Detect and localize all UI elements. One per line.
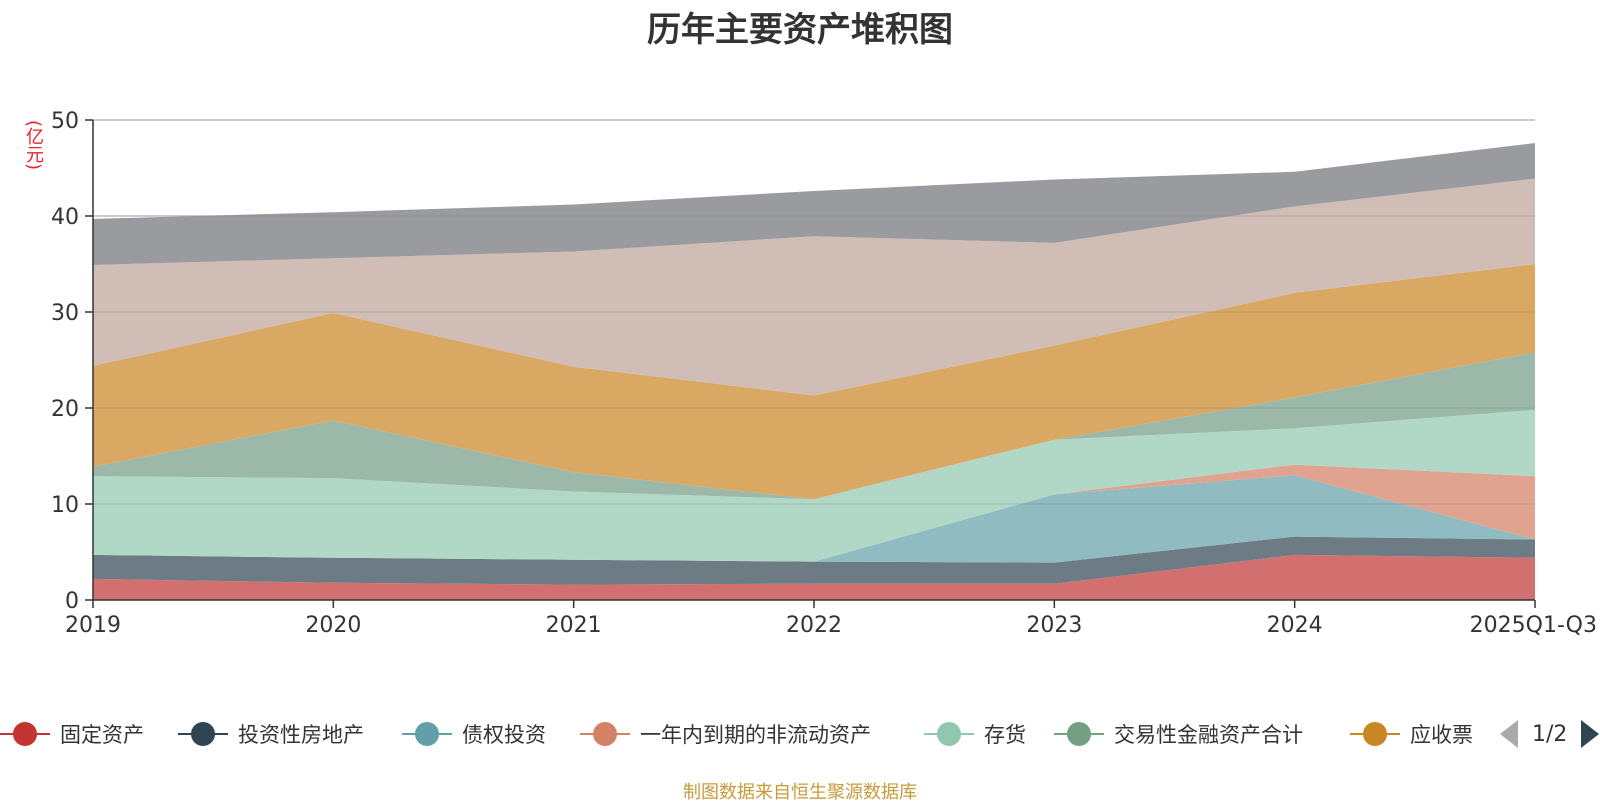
area-固定资产 [93, 554, 1535, 600]
legend-item-notes-receivable[interactable]: 应收票 [1350, 714, 1473, 754]
legend-item-fixed-assets[interactable]: 固定资产 [0, 714, 144, 754]
area-投资性房地产 [93, 536, 1535, 585]
area-存货 [93, 409, 1535, 562]
data-source-note: 制图数据来自恒生聚源数据库 [683, 782, 917, 803]
legend-marker-icon [0, 719, 50, 749]
legend-item-trading-financial-assets[interactable]: 交易性金融资产合计 [1054, 714, 1303, 754]
x-tick-label: 2021 [546, 613, 602, 638]
chart-title: 历年主要资产堆积图 [647, 10, 953, 50]
y-tick-label: 10 [51, 493, 79, 518]
y-axis-unit: (亿元) [23, 120, 44, 171]
area-应收票据 [93, 264, 1535, 500]
legend-item-investment-property[interactable]: 投资性房地产 [178, 714, 364, 754]
legend-marker-icon [924, 719, 974, 749]
chart-plot: 0 10 20 30 40 50 2019 2020 2021 2022 2023 2024 2025Q… [51, 109, 1597, 638]
y-tick-label: 20 [51, 397, 79, 422]
legend-label: 交易性金融资产合计 [1114, 723, 1303, 747]
legend-marker-icon [402, 719, 452, 749]
x-tick-label: 2023 [1026, 613, 1082, 638]
y-tick-label: 0 [65, 589, 79, 614]
legend-label: 投资性房地产 [238, 723, 364, 747]
legend-marker-icon [580, 719, 630, 749]
next-page-icon[interactable] [1581, 720, 1600, 748]
prev-page-icon[interactable] [1500, 720, 1518, 748]
legend-item-debt-investment[interactable]: 债权投资 [402, 714, 546, 754]
area-series [93, 143, 1535, 600]
y-tick-label: 40 [51, 205, 79, 230]
legend-item-inventory[interactable]: 存货 [924, 714, 1026, 754]
legend-marker-icon [1350, 719, 1400, 749]
x-tick-label: 2019 [65, 613, 121, 638]
area-其他资产 [93, 178, 1535, 396]
x-tick-label: 2022 [786, 613, 842, 638]
area-一年内到期的非流动资产 [93, 464, 1535, 562]
legend-label: 一年内到期的非流动资产 [640, 723, 871, 747]
legend-page-indicator: 1/2 [1532, 721, 1568, 747]
area-货币资金 [93, 143, 1535, 265]
y-tick-label: 50 [51, 109, 79, 134]
legend-marker-icon [178, 719, 228, 749]
legend-marker-icon [1054, 719, 1104, 749]
axes: 0 10 20 30 40 50 2019 2020 2021 2022 2023 2024 2025Q… [51, 109, 1597, 638]
legend-label: 债权投资 [462, 723, 546, 747]
x-tick-label: 2025Q1-Q3 [1470, 613, 1597, 638]
legend-label: 固定资产 [60, 723, 144, 747]
area-债权投资 [93, 475, 1535, 563]
x-tick-label: 2024 [1267, 613, 1323, 638]
legend-item-noncurrent-due[interactable]: 一年内到期的非流动资产 [580, 714, 871, 754]
x-tick-label: 2020 [305, 613, 361, 638]
legend-label: 存货 [984, 723, 1026, 747]
y-tick-label: 30 [51, 301, 79, 326]
area-交易性金融资产合计 [93, 352, 1535, 500]
legend-pager: 1/2 [1500, 716, 1600, 752]
legend: 固定资产 投资性房地产 债权投资 一年内到期的非流动资产 存货 交易性金融资产合… [0, 714, 1600, 754]
legend-label: 应收票 [1410, 723, 1473, 747]
